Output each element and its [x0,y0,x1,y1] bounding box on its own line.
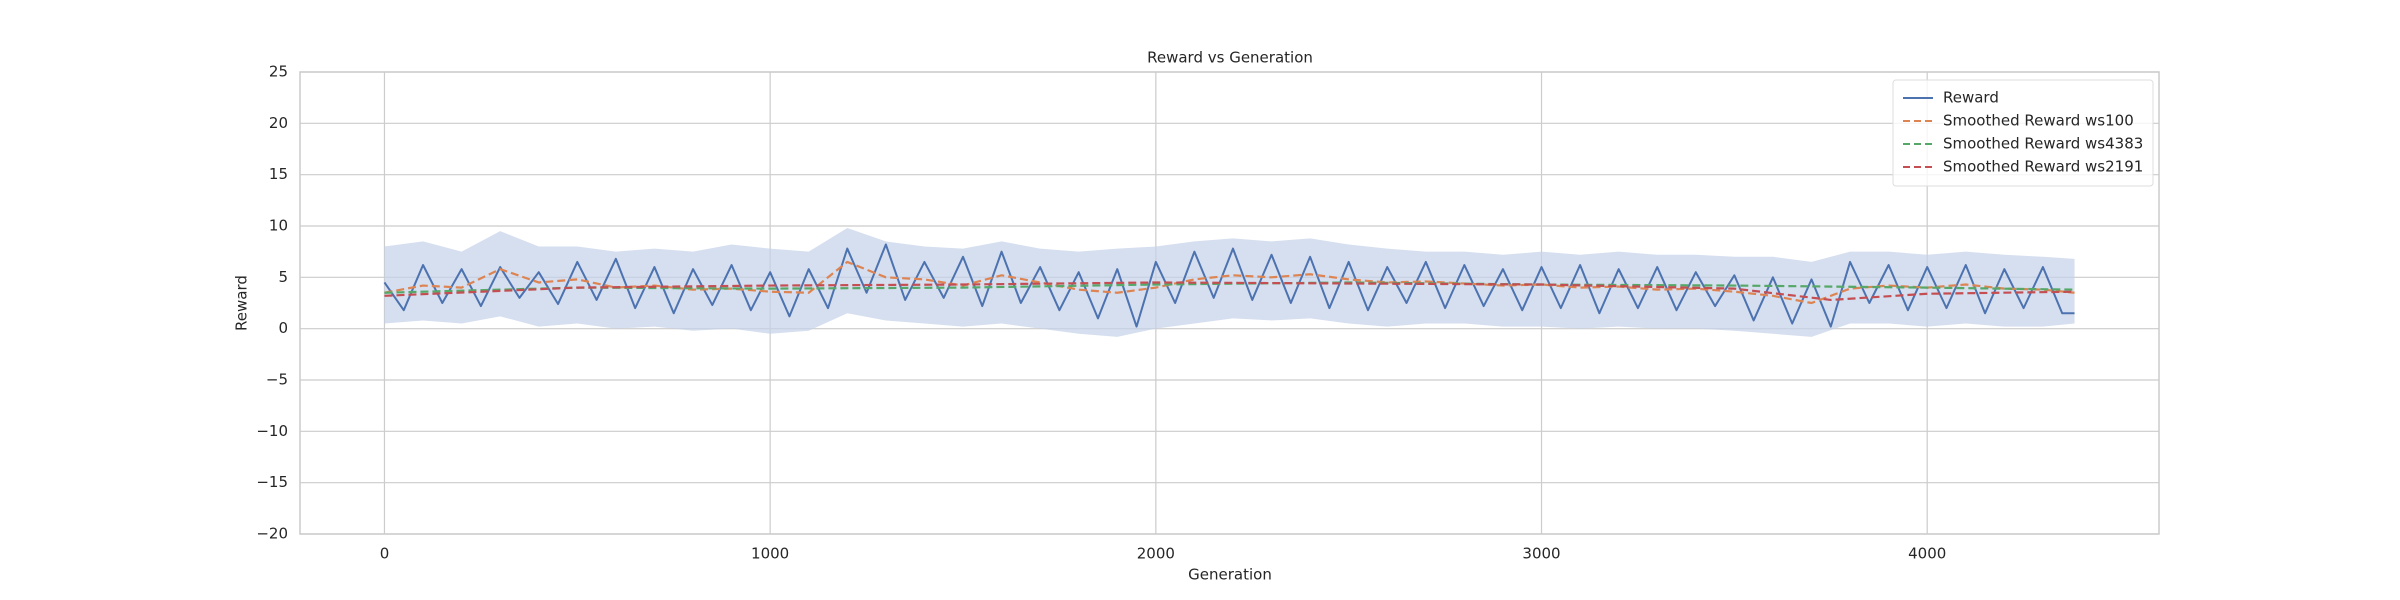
legend-box [1892,79,2154,187]
x-tick-label: 4000 [1908,545,1946,563]
y-tick-label: −10 [256,422,288,440]
y-tick-label: −20 [256,525,288,543]
chart-title: Reward vs Generation [1147,49,1313,67]
y-tick-label: 25 [269,63,288,81]
legend-label: Smoothed Reward ws2191 [1943,158,2143,176]
line [384,281,2075,302]
x-tick-label: 3000 [1522,545,1560,563]
x-tick-label: 1000 [751,545,789,563]
y-tick-label: −5 [266,371,288,389]
legend-label: Smoothed Reward ws100 [1943,112,2134,130]
x-tick-label: 2000 [1137,545,1175,563]
y-tick-label: −15 [256,473,288,491]
legend-label: Smoothed Reward ws4383 [1943,135,2143,153]
line [383,243,2075,328]
y-tick-label: 20 [269,114,288,132]
y-tick-label: 10 [269,217,288,235]
x-axis-label: Generation [1188,566,1272,584]
y-axis-label: Reward [233,275,251,331]
legend-label: Reward [1943,89,1999,107]
y-tick-label: 5 [278,268,288,286]
y-tick-label: 0 [278,319,288,337]
y-tick-label: 15 [269,165,288,183]
x-tick-label: 0 [380,545,390,563]
plot-frame [299,71,2160,535]
